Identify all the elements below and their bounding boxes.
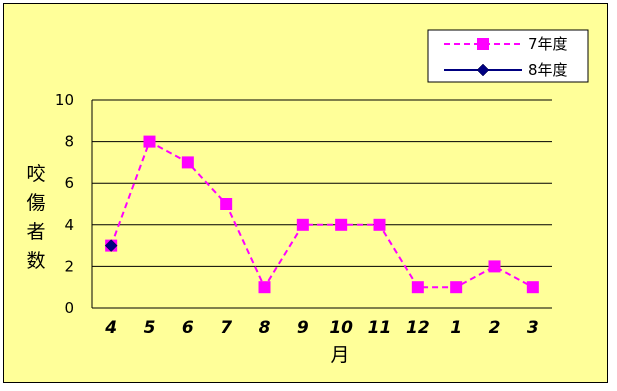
x-tick-label: 10: [329, 318, 353, 338]
series-line: [110, 140, 534, 290]
x-tick-label: 8: [259, 318, 271, 338]
series-1: [105, 135, 539, 294]
data-point: [526, 281, 539, 294]
data-point: [181, 156, 194, 169]
y-tick-label: 6: [64, 174, 74, 192]
y-tick-label: 10: [55, 91, 74, 109]
data-point: [220, 198, 233, 210]
x-tick-labels: 4 5 6 7 8 9 10 11 12 1 2 3: [104, 318, 539, 338]
data-point: [373, 218, 386, 231]
x-tick-label: 1: [450, 318, 462, 338]
series-group: [104, 135, 539, 294]
data-point: [143, 135, 156, 148]
x-tick-label: 7: [220, 318, 232, 338]
data-point: [488, 260, 501, 273]
data-point: [450, 281, 463, 294]
y-tick-label: 0: [64, 299, 74, 317]
x-tick-label: 2: [489, 318, 501, 338]
data-point: [411, 281, 424, 294]
x-axis-label: 月: [330, 344, 349, 366]
y-tick-label: 8: [64, 133, 74, 151]
legend-label: 7年度: [528, 35, 568, 53]
x-tick-label: 9: [297, 318, 309, 338]
data-point: [258, 281, 271, 294]
legend-entry: 7年度: [444, 35, 568, 53]
data-point: [335, 218, 348, 231]
x-tick-label: 6: [182, 318, 194, 338]
x-tick-label: 5: [144, 318, 156, 338]
legend-swatch-marker: [476, 63, 490, 77]
y-tick-label: 4: [64, 216, 74, 234]
y-tick-labels: 0 2 4 6 8 10: [55, 91, 74, 317]
y-axis-label-char: 数: [26, 250, 45, 272]
legend-box: [427, 29, 589, 83]
x-tick-label: 12: [406, 318, 430, 338]
axes: [91, 100, 552, 309]
data-point: [104, 239, 118, 252]
data-point: [296, 218, 309, 231]
x-tick-label: 4: [104, 318, 117, 338]
x-tick-label: 3: [527, 318, 539, 338]
legend-swatch-marker: [477, 38, 489, 50]
legend-label: 8年度: [528, 61, 568, 79]
legend-entry: 8年度: [444, 61, 568, 79]
series-2: [104, 239, 118, 252]
gridlines: [92, 99, 552, 267]
x-tick-label: 11: [368, 318, 392, 338]
y-axis-label-char: 傷: [26, 192, 45, 214]
y-axis-label-char: 咬: [26, 163, 45, 185]
y-tick-label: 2: [64, 257, 74, 275]
y-axis-label-char: 者: [26, 221, 45, 243]
